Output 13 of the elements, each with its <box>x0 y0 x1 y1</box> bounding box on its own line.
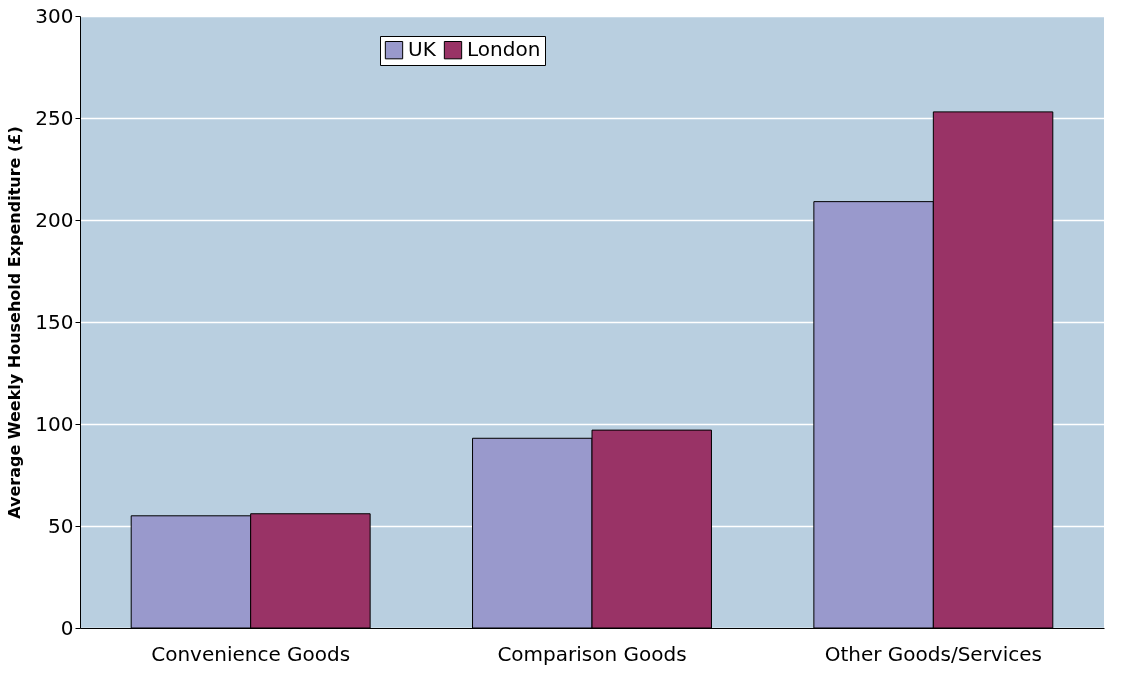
y-tick-label: 50 <box>48 513 74 538</box>
y-tick-label: 150 <box>35 309 74 334</box>
y-tick-label: 250 <box>35 105 74 130</box>
y-tick-label: 300 <box>35 3 74 28</box>
y-tick-label: 0 <box>60 615 74 640</box>
y-tick-label: 200 <box>35 207 74 232</box>
x-tick-label: Convenience Goods <box>151 641 351 666</box>
y-tick-label: 100 <box>35 411 74 436</box>
x-tick-label: Comparison Goods <box>497 641 687 666</box>
legend-label: UK <box>408 37 437 62</box>
x-tick-label: Other Goods/Services <box>824 641 1042 666</box>
legend-label: London <box>467 37 541 62</box>
y-axis-title: Average Weekly Household Expenditure (£) <box>5 126 25 519</box>
